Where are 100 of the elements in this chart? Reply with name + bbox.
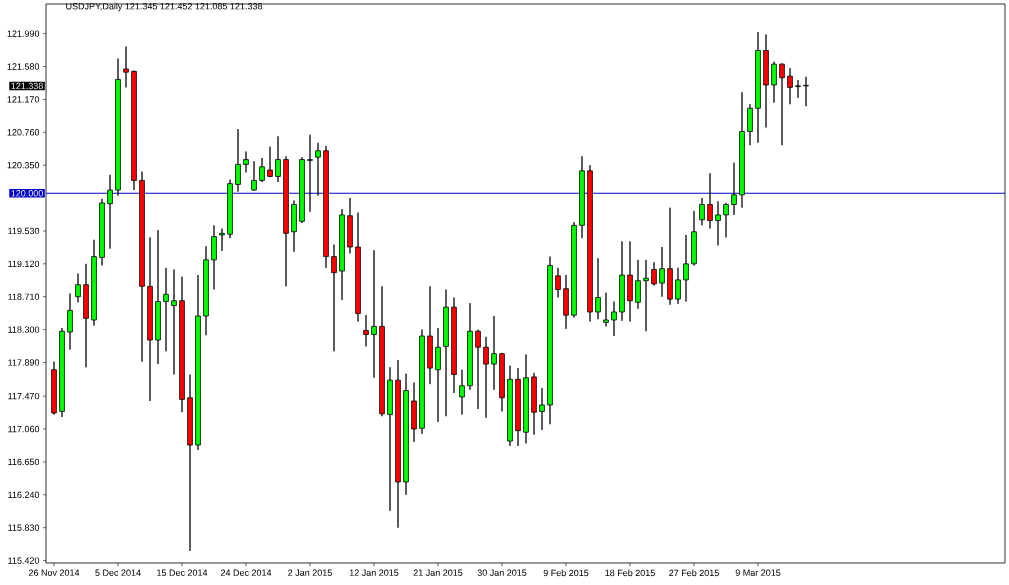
candlestick xyxy=(331,244,337,352)
candlestick xyxy=(563,274,569,330)
candlestick xyxy=(291,200,297,253)
y-tick-label: 115.830 xyxy=(8,524,40,531)
candlestick xyxy=(267,146,273,178)
candlestick xyxy=(403,373,409,496)
candlestick xyxy=(379,285,385,417)
candlestick xyxy=(355,212,361,322)
candlestick xyxy=(587,164,593,322)
candlestick xyxy=(699,197,705,226)
candlestick xyxy=(707,172,713,229)
candlestick xyxy=(459,369,465,416)
candlestick xyxy=(603,292,609,327)
y-tick-label: 118.300 xyxy=(8,326,40,333)
candlestick xyxy=(395,359,401,529)
candlestick xyxy=(515,367,521,447)
candlestick xyxy=(139,171,145,363)
candlestick xyxy=(627,240,633,322)
candlestick xyxy=(187,374,193,552)
candlestick xyxy=(427,285,433,385)
candlestick xyxy=(539,387,545,431)
candlestick xyxy=(523,354,529,444)
candlestick xyxy=(91,239,97,326)
y-tick-label: 119.120 xyxy=(8,260,40,268)
candlestick xyxy=(667,207,673,306)
candlestick xyxy=(195,274,201,451)
y-tick-label: 119.530 xyxy=(8,227,40,235)
candlestick xyxy=(67,293,73,351)
candlestick xyxy=(163,267,169,352)
y-tick-label: 121.170 xyxy=(7,96,40,103)
y-tick-label: 117.470 xyxy=(8,392,40,400)
candlestick xyxy=(619,240,625,322)
candlestick xyxy=(755,31,761,144)
candlestick xyxy=(147,236,153,402)
x-tick-label: 27 Feb 2015 xyxy=(669,569,719,577)
x-tick-label: 5 Dec 2014 xyxy=(95,569,141,576)
x-tick-label: 12 Jan 2015 xyxy=(349,569,399,576)
candlestick xyxy=(451,297,457,394)
candlestick xyxy=(123,46,129,88)
y-tick-label: 116.650 xyxy=(8,458,40,466)
x-tick-label: 9 Mar 2015 xyxy=(735,569,781,576)
ref-line-label: 120.000 xyxy=(11,190,43,197)
candlestick xyxy=(339,208,345,301)
y-tick-label: 118.710 xyxy=(8,293,40,300)
candlestick xyxy=(787,67,793,105)
candlestick xyxy=(179,276,185,413)
candlestick xyxy=(723,202,729,238)
candlestick xyxy=(579,155,585,239)
candlestick xyxy=(747,103,753,146)
chart-title: USDJPY,Daily 121.345 121.452 121.085 121.338 xyxy=(66,2,263,12)
y-tick-label: 120.760 xyxy=(7,129,40,136)
y-tick-label: 120.350 xyxy=(7,162,40,169)
candlestick xyxy=(323,145,329,269)
candlestick xyxy=(491,315,497,391)
candlestick xyxy=(59,327,65,418)
candlestick xyxy=(547,256,553,425)
candlestick xyxy=(739,91,745,209)
candlestick xyxy=(531,372,537,436)
x-tick-label: 26 Nov 2014 xyxy=(28,569,80,576)
x-tick-label: 21 Jan 2015 xyxy=(413,569,463,576)
y-tick-label: 116.240 xyxy=(8,491,40,499)
candlestick xyxy=(75,273,81,303)
candlestick xyxy=(595,257,601,320)
candlestick xyxy=(683,234,689,302)
candlestick xyxy=(467,302,473,391)
candlestick xyxy=(803,76,809,107)
candlestick xyxy=(555,267,561,298)
candlestick xyxy=(51,361,57,416)
candlestick xyxy=(475,329,481,410)
y-tick-label: 117.060 xyxy=(8,425,40,433)
y-tick-label: 121.990 xyxy=(7,30,40,37)
candlestick xyxy=(363,314,369,347)
x-tick-label: 2 Jan 2015 xyxy=(288,569,332,576)
candlestick xyxy=(443,289,449,417)
candlestick xyxy=(203,245,209,336)
x-tick-label: 30 Jan 2015 xyxy=(477,569,527,576)
candlestick xyxy=(651,261,657,286)
x-tick-label: 9 Feb 2015 xyxy=(543,569,589,577)
candlestick xyxy=(691,210,697,266)
candlestick xyxy=(419,329,425,435)
candlestick xyxy=(115,58,121,197)
candlestick xyxy=(635,259,641,310)
candlestick xyxy=(387,366,393,512)
candlestick xyxy=(499,352,505,412)
candlestick xyxy=(435,327,441,423)
candlestick xyxy=(371,249,377,379)
candlestick xyxy=(131,70,137,191)
candlestick xyxy=(731,162,737,216)
candlestick xyxy=(283,155,289,287)
candlestick xyxy=(275,135,281,183)
candlestick xyxy=(507,365,513,447)
candlestick xyxy=(227,179,233,239)
candlestick xyxy=(763,34,769,128)
candlestick xyxy=(107,174,113,249)
candlestick xyxy=(643,259,649,332)
candlestick xyxy=(251,160,257,192)
candlestick xyxy=(83,263,89,368)
candlestick xyxy=(299,156,305,224)
candlestick xyxy=(659,246,665,298)
candlestick xyxy=(411,382,417,443)
